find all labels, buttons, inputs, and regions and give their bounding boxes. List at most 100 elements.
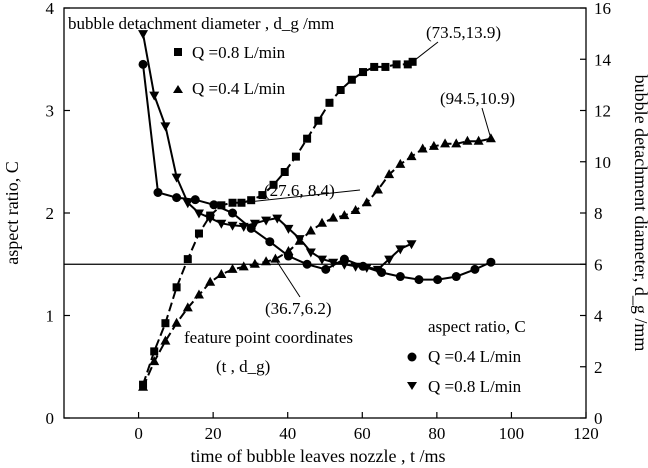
triangle-up-point — [428, 140, 439, 150]
square-point — [172, 283, 181, 292]
square-point — [258, 191, 267, 200]
triangle-up-point — [193, 289, 204, 299]
legend-circle-marker — [407, 352, 417, 362]
x-tick-label: 40 — [279, 424, 296, 443]
triangle-up-point — [227, 263, 238, 273]
triangle-down-point — [216, 219, 227, 229]
legend-aspect-title: aspect ratio, C — [428, 317, 526, 336]
x-tick-label: 120 — [573, 424, 599, 443]
square-point — [303, 134, 312, 143]
series-layer — [138, 30, 496, 391]
series-3 — [138, 30, 417, 275]
y-left-tick-label: 0 — [46, 409, 55, 428]
triangle-down-point — [149, 91, 160, 101]
triangle-up-point — [160, 335, 171, 345]
circle-point — [153, 188, 163, 197]
triangle-down-point — [395, 245, 406, 255]
x-axis-label: time of bubble leaves nozzle , t /ms — [191, 446, 446, 466]
circle-point — [209, 200, 219, 210]
triangle-down-point — [238, 222, 249, 232]
triangle-up-point — [249, 258, 260, 268]
triangle-up-point — [138, 381, 149, 391]
legend-diameter-q08: Q =0.8 L/min — [192, 43, 286, 62]
annotation-27-6: (27.6, 8.4) — [264, 181, 335, 200]
circle-point — [486, 257, 496, 267]
square-point — [228, 198, 237, 207]
triangle-down-point — [171, 173, 182, 183]
triangle-down-point — [193, 209, 204, 219]
y-left-tick-label: 1 — [46, 307, 55, 326]
triangle-down-point — [138, 30, 149, 40]
triangle-up-point — [171, 317, 182, 327]
triangle-up-point — [238, 261, 249, 271]
annotation-leader — [412, 41, 439, 63]
y-left-tick-label: 4 — [46, 0, 55, 18]
annotation-leaders — [241, 41, 492, 298]
circle-point — [433, 275, 443, 285]
square-point — [359, 68, 368, 77]
legend-diameter-title: bubble detachment diameter , d_g /mm — [68, 14, 334, 33]
triangle-down-point — [182, 199, 193, 209]
legend-square-marker — [174, 48, 182, 56]
triangle-down-point — [350, 262, 361, 272]
triangle-up-point — [305, 225, 316, 235]
triangle-up-point — [270, 253, 281, 263]
square-point — [183, 255, 192, 264]
triangle-up-point — [216, 269, 227, 278]
triangle-up-point — [350, 204, 361, 214]
triangle-down-point — [160, 122, 171, 132]
square-point — [161, 319, 170, 328]
square-point — [403, 60, 412, 69]
y-right-tick-label: 14 — [594, 50, 612, 69]
circle-point — [190, 195, 200, 205]
square-point — [280, 168, 289, 176]
triangle-down-point — [384, 255, 395, 265]
square-point — [325, 98, 334, 107]
triangle-down-point — [294, 235, 305, 245]
triangle-up-point — [328, 212, 339, 222]
square-point — [150, 347, 159, 356]
right-y-axis: 0 2 4 6 8 10 12 14 16 — [580, 0, 612, 428]
square-point — [194, 229, 203, 238]
triangle-down-point — [205, 214, 216, 224]
circle-point — [414, 275, 424, 285]
x-tick-label: 100 — [499, 424, 525, 443]
triangle-up-point — [395, 158, 406, 168]
triangle-up-point — [339, 210, 350, 220]
circle-point — [321, 264, 331, 274]
y-right-tick-label: 2 — [594, 358, 603, 377]
triangle-down-point — [261, 216, 272, 226]
annotation-leader — [481, 107, 492, 139]
triangle-up-point — [440, 138, 451, 148]
square-point — [291, 152, 300, 161]
triangle-down-point — [283, 224, 294, 234]
y-right-tick-label: 8 — [594, 204, 603, 223]
y-right-tick-label: 16 — [594, 0, 611, 18]
circle-point — [470, 264, 480, 274]
circle-point — [451, 272, 461, 282]
triangle-up-point — [149, 356, 160, 366]
triangle-up-point — [361, 197, 372, 207]
annotation-94-5: (94.5,10.9) — [440, 89, 515, 108]
x-tick-label: 60 — [354, 424, 371, 443]
y-right-tick-label: 0 — [594, 409, 603, 428]
square-point — [392, 60, 401, 69]
square-point — [370, 62, 379, 71]
y-right-tick-label: 10 — [594, 153, 611, 172]
triangle-down-point — [227, 221, 238, 231]
circle-point — [228, 208, 238, 218]
series-2 — [138, 59, 496, 285]
triangle-up-point — [182, 302, 193, 312]
annotation-36-7: (36.7,6.2) — [265, 299, 332, 318]
annotation-leader — [274, 258, 301, 298]
x-tick-label: 80 — [428, 424, 445, 443]
circle-point — [302, 259, 312, 269]
feature-point-formula: (t , d_g) — [216, 357, 270, 376]
triangle-up-point — [473, 135, 484, 145]
triangle-up-point — [372, 184, 383, 194]
triangle-up-point — [406, 151, 417, 161]
triangle-down-point — [249, 219, 260, 229]
y-left-tick-label: 3 — [46, 102, 55, 121]
x-axis: 0 20 40 60 80 100 120 — [134, 412, 599, 443]
